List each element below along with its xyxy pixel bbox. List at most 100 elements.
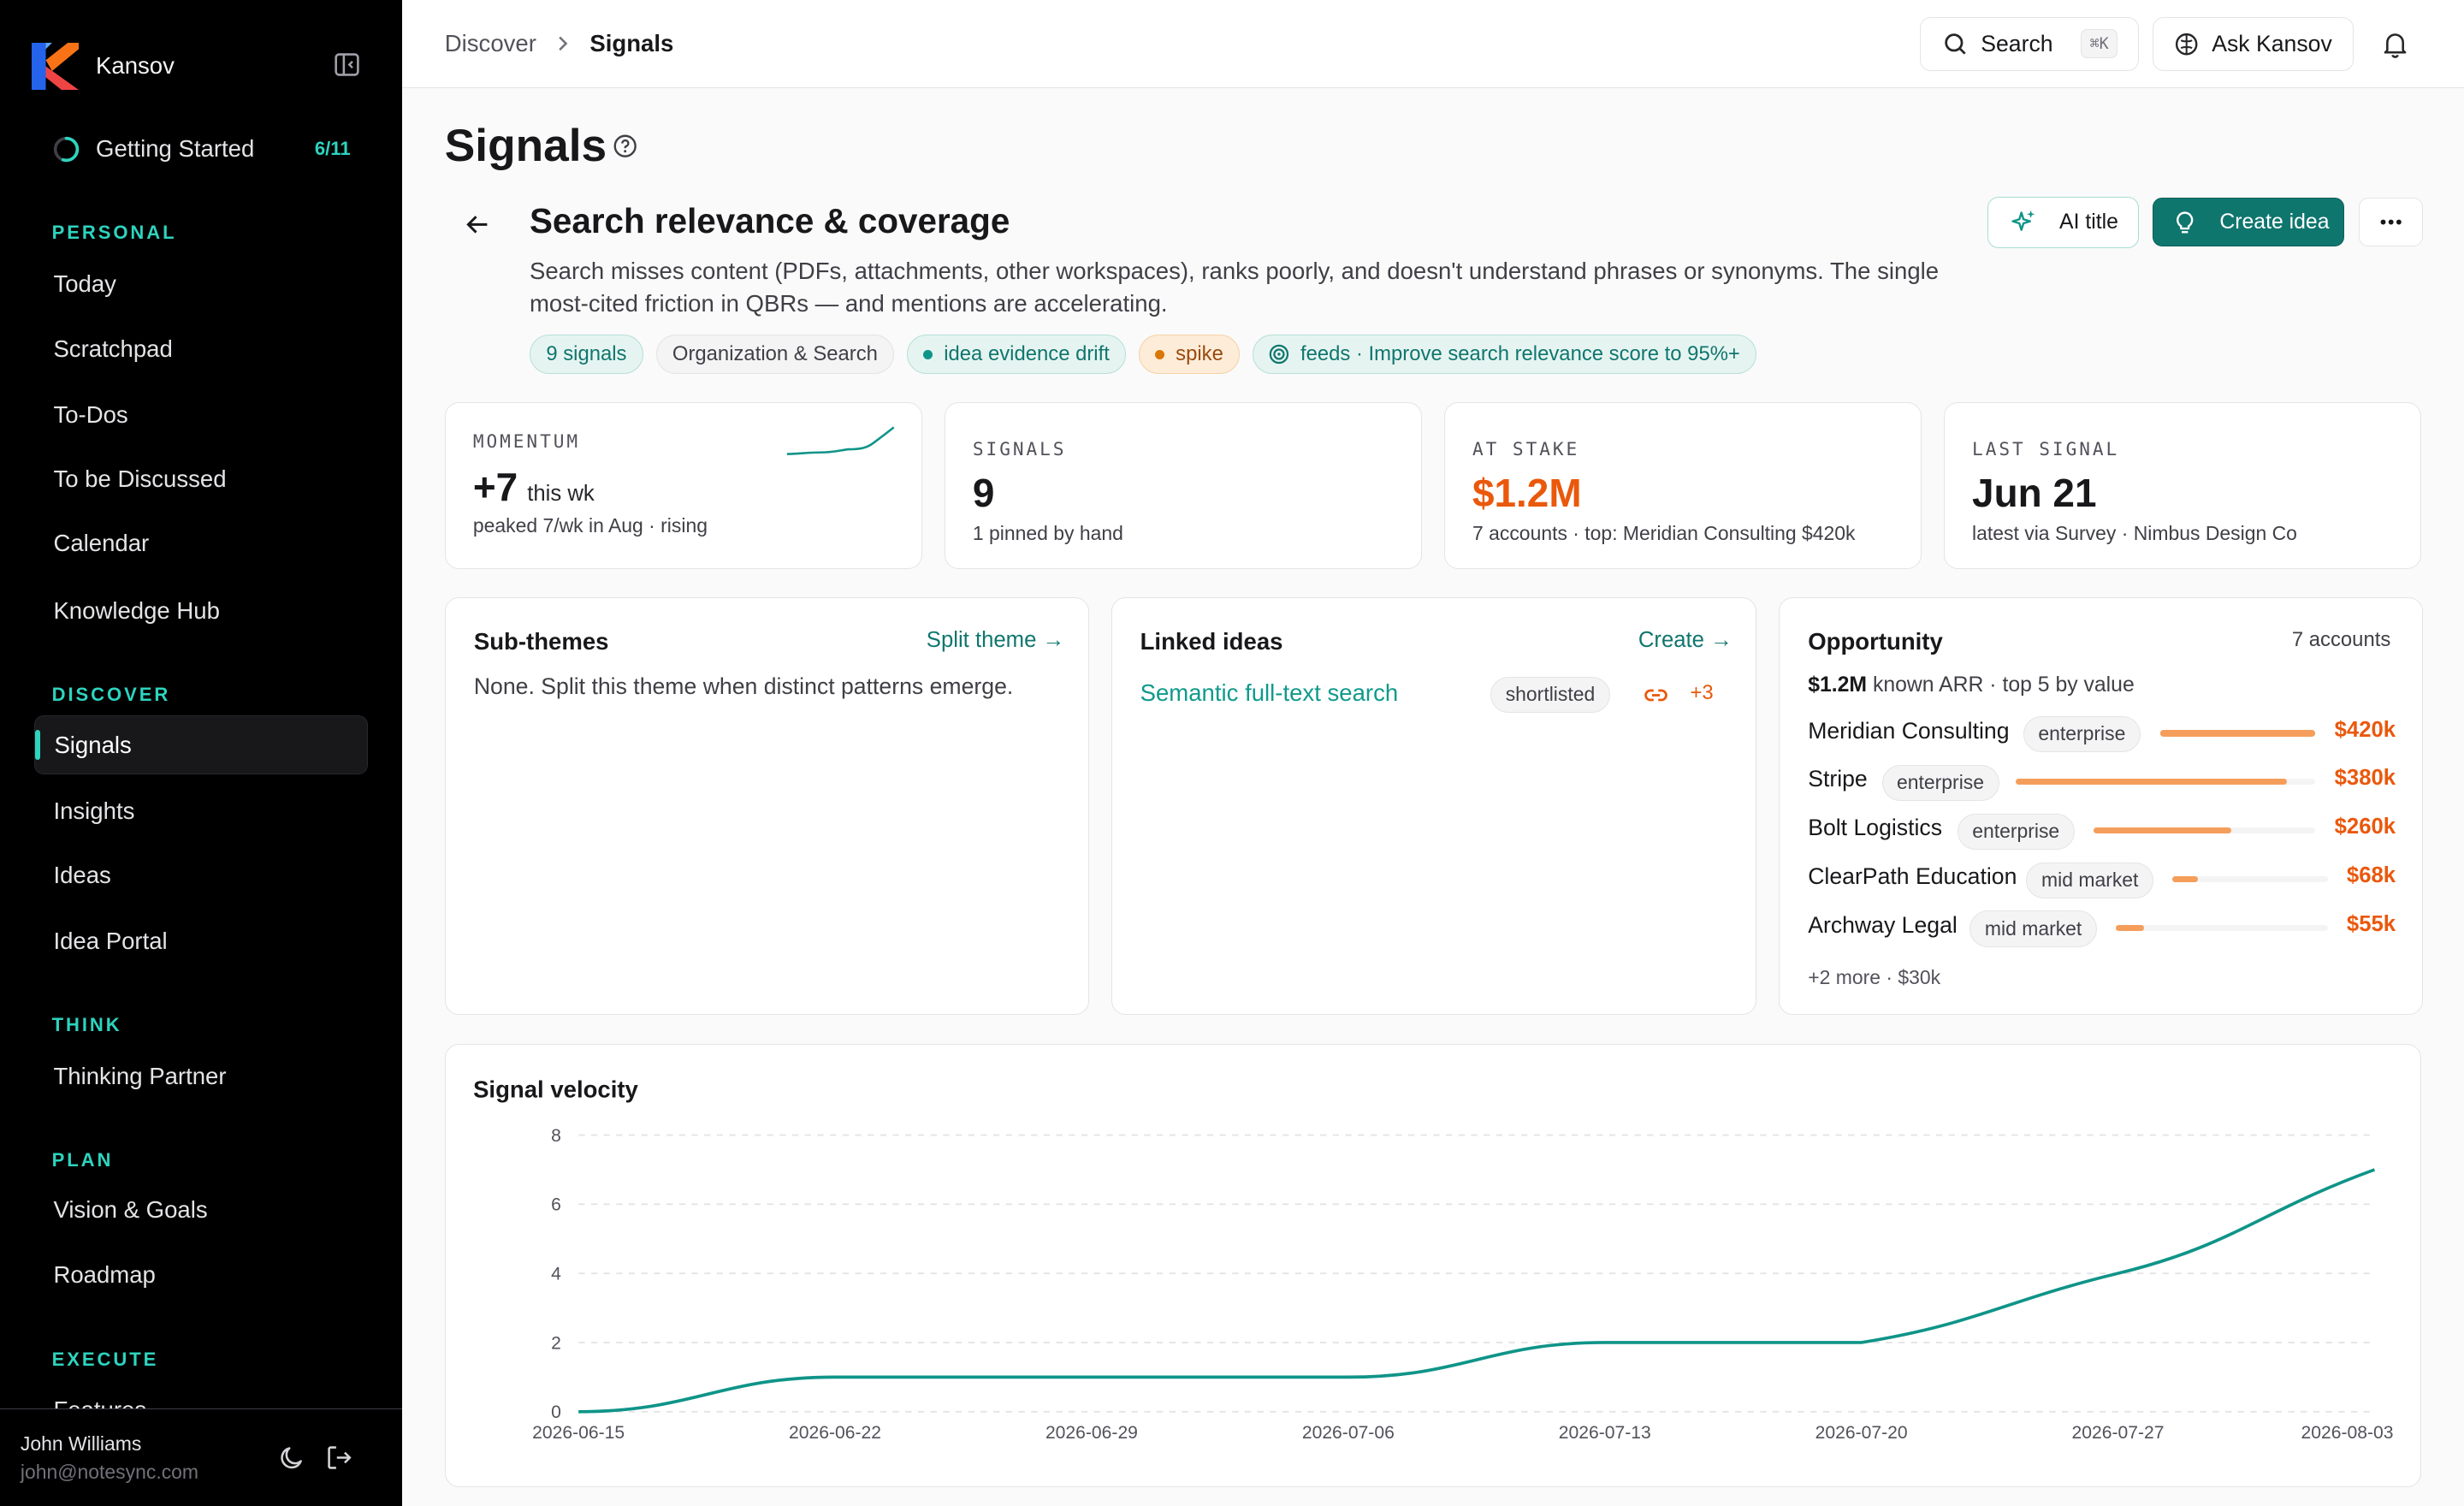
idea-status-badge: shortlisted bbox=[1490, 676, 1610, 713]
at-stake-card bbox=[1443, 402, 1922, 569]
opportunity-row[interactable]: Bolt Logistics enterprise $260k bbox=[1808, 813, 2396, 850]
split-theme-link[interactable]: Split theme → bbox=[926, 627, 1065, 652]
signals-card bbox=[944, 402, 1423, 569]
opportunity-row[interactable]: Meridian Consulting enterprise $420k bbox=[1808, 715, 2396, 752]
tag-feeds-goal[interactable]: feeds · Improve search relevance score t… bbox=[1252, 335, 1757, 375]
sidebar-item-scratchpad[interactable]: Scratchpad bbox=[53, 335, 173, 362]
section-think: THINK bbox=[51, 1013, 122, 1035]
sidebar-item-calendar[interactable]: Calendar bbox=[53, 530, 150, 557]
sidebar-item-thinking-partner[interactable]: Thinking Partner bbox=[53, 1063, 227, 1090]
sidebar-item-ideas[interactable]: Ideas bbox=[53, 862, 111, 889]
tag-category[interactable]: Organization & Search bbox=[655, 335, 895, 375]
sidebar-item-insights[interactable]: Insights bbox=[53, 797, 135, 824]
at-stake-label: AT STAKE bbox=[1472, 438, 1580, 460]
brand[interactable]: Kansov bbox=[31, 42, 175, 90]
tag-evidence-drift[interactable]: idea evidence drift bbox=[907, 335, 1127, 375]
account-bar-fill bbox=[2015, 779, 2287, 786]
create-idea-button[interactable]: Create idea bbox=[2153, 198, 2345, 247]
breadcrumb-discover[interactable]: Discover bbox=[444, 29, 536, 56]
account-name: ClearPath Education bbox=[1808, 863, 2017, 890]
account-bar-fill bbox=[2159, 730, 2316, 737]
opportunity-title: Opportunity bbox=[1808, 627, 1943, 655]
linked-idea-link[interactable]: Semantic full-text search bbox=[1140, 679, 1399, 707]
opportunity-count: 7 accounts bbox=[2291, 627, 2391, 651]
section-discover: DISCOVER bbox=[51, 683, 171, 705]
link-icon[interactable] bbox=[1642, 681, 1670, 709]
search-button[interactable]: Search ⌘K bbox=[1920, 17, 2139, 71]
momentum-card bbox=[444, 402, 923, 569]
sub-themes-empty-text: None. Split this theme when distinct pat… bbox=[473, 673, 1014, 700]
tag-spike-label: spike bbox=[1176, 342, 1223, 366]
sidebar-item-roadmap[interactable]: Roadmap bbox=[53, 1260, 156, 1288]
sidebar-item-idea-portal[interactable]: Idea Portal bbox=[53, 928, 168, 955]
sidebar-item-vision-goals[interactable]: Vision & Goals bbox=[53, 1196, 208, 1224]
orange-dot-icon bbox=[1155, 349, 1165, 359]
moon-icon[interactable] bbox=[278, 1444, 306, 1472]
account-bar bbox=[2015, 779, 2316, 786]
back-arrow-icon[interactable] bbox=[462, 209, 494, 240]
sub-themes-card: Sub-themes Split theme → None. Split thi… bbox=[444, 596, 1089, 1016]
y-tick-label: 2 bbox=[551, 1333, 561, 1353]
tag-spike[interactable]: spike bbox=[1138, 335, 1241, 375]
momentum-number: +7 bbox=[472, 464, 518, 509]
sidebar-item-knowledge-hub[interactable]: Knowledge Hub bbox=[53, 597, 220, 625]
lightbulb-icon bbox=[2177, 211, 2194, 234]
segment-badge: mid market bbox=[1969, 910, 2097, 947]
bell-icon[interactable] bbox=[2381, 30, 2409, 58]
sidebar: Kansov Getting Started 6/11 PERSONAL Tod… bbox=[0, 0, 403, 1506]
section-plan: PLAN bbox=[51, 1148, 114, 1171]
user-bar: John Williams john@notesync.com bbox=[0, 1408, 403, 1506]
x-tick-label: 2026-07-27 bbox=[2071, 1423, 2164, 1443]
create-idea-label: Create idea bbox=[2219, 210, 2330, 234]
sidebar-item-today[interactable]: Today bbox=[53, 270, 116, 298]
logout-icon[interactable] bbox=[325, 1444, 353, 1472]
user-email: john@notesync.com bbox=[20, 1461, 199, 1484]
account-name: Stripe bbox=[1808, 766, 1868, 792]
kansov-logo-icon bbox=[31, 42, 79, 90]
series-line bbox=[578, 1167, 2375, 1414]
tag-signals-count[interactable]: 9 signals bbox=[529, 335, 643, 375]
sub-themes-title: Sub-themes bbox=[473, 627, 609, 655]
signal-velocity-card bbox=[444, 1043, 2422, 1487]
momentum-value: +7 this wk bbox=[473, 464, 595, 510]
opportunity-more[interactable]: +2 more · $30k bbox=[1808, 965, 1941, 988]
ai-title-button[interactable]: AI title bbox=[1987, 196, 2139, 249]
search-label: Search bbox=[1981, 30, 2053, 56]
account-value: $68k bbox=[2346, 863, 2396, 888]
linked-ideas-title: Linked ideas bbox=[1140, 627, 1283, 655]
last-signal-value: Jun 21 bbox=[1972, 471, 2097, 516]
sidebar-item-signals[interactable]: Signals bbox=[34, 714, 368, 775]
more-actions-button[interactable] bbox=[2358, 198, 2424, 247]
account-bar-fill bbox=[2172, 876, 2198, 883]
sparkles-icon bbox=[2011, 210, 2035, 232]
opportunity-row[interactable]: Archway Legal mid market $55k bbox=[1808, 910, 2396, 947]
signals-label: SIGNALS bbox=[972, 438, 1067, 460]
last-signal-label: LAST SIGNAL bbox=[1972, 438, 2120, 460]
account-bar bbox=[2172, 876, 2329, 883]
help-circle-icon[interactable] bbox=[613, 133, 637, 158]
section-personal: PERSONAL bbox=[51, 221, 177, 243]
x-tick-label: 2026-08-03 bbox=[2301, 1423, 2393, 1443]
signal-velocity-chart: Signal velocity 0 2 4 6 8 2026-06-15 2026-06-22… bbox=[473, 1076, 2393, 1443]
getting-started[interactable]: Getting Started 6/11 bbox=[34, 126, 367, 173]
sidebar-item-to-be-discussed[interactable]: To be Discussed bbox=[53, 465, 227, 493]
account-bar bbox=[2159, 730, 2316, 737]
ask-kansov-label: Ask Kansov bbox=[2212, 30, 2332, 56]
opportunity-row[interactable]: ClearPath Education mid market $68k bbox=[1808, 862, 2396, 898]
theme-title: Search relevance & coverage bbox=[529, 201, 1010, 241]
opportunity-row[interactable]: Stripe enterprise $380k bbox=[1808, 764, 2396, 801]
user-name: John Williams bbox=[20, 1432, 142, 1456]
sidebar-collapse-icon[interactable] bbox=[333, 50, 361, 79]
momentum-unit: this wk bbox=[527, 481, 595, 506]
create-idea-link[interactable]: Create → bbox=[1638, 627, 1732, 652]
theme-tags: 9 signals Organization & Search idea evi… bbox=[529, 335, 1757, 375]
segment-badge: enterprise bbox=[1881, 764, 1999, 801]
account-value: $420k bbox=[2334, 717, 2396, 742]
sidebar-item-todos[interactable]: To-Dos bbox=[53, 400, 128, 428]
opportunity-summary-value: $1.2M bbox=[1808, 673, 1868, 697]
linked-more-count[interactable]: +3 bbox=[1690, 681, 1714, 705]
ask-kansov-button[interactable]: Ask Kansov bbox=[2153, 17, 2354, 71]
brain-icon bbox=[2176, 33, 2198, 56]
page-title: Signals bbox=[444, 120, 607, 171]
account-value: $55k bbox=[2346, 912, 2396, 937]
